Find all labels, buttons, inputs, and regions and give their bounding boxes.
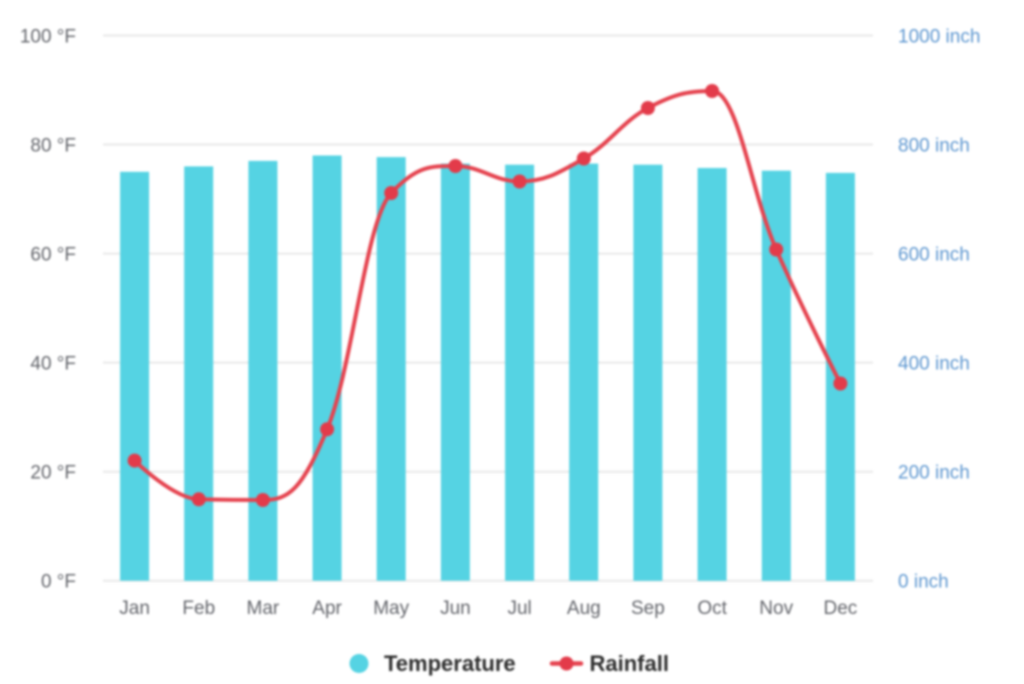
- svg-text:Aug: Aug: [567, 598, 601, 619]
- svg-text:Temperature: Temperature: [384, 651, 516, 676]
- svg-text:40 °F: 40 °F: [30, 354, 76, 375]
- svg-text:400 inch: 400 inch: [898, 354, 970, 375]
- svg-text:80 °F: 80 °F: [30, 136, 76, 157]
- svg-text:Mar: Mar: [247, 598, 280, 619]
- svg-text:Feb: Feb: [182, 598, 215, 619]
- svg-text:800 inch: 800 inch: [898, 136, 970, 157]
- svg-text:Sep: Sep: [631, 598, 665, 619]
- svg-text:Jan: Jan: [119, 598, 150, 619]
- svg-text:1000 inch: 1000 inch: [898, 27, 980, 48]
- svg-text:Apr: Apr: [312, 598, 342, 619]
- svg-text:Dec: Dec: [824, 598, 858, 619]
- svg-text:600 inch: 600 inch: [898, 245, 970, 266]
- svg-text:Jun: Jun: [440, 598, 471, 619]
- svg-text:100 °F: 100 °F: [20, 27, 76, 48]
- svg-text:Nov: Nov: [759, 598, 793, 619]
- svg-text:60 °F: 60 °F: [30, 245, 76, 266]
- svg-text:0 °F: 0 °F: [41, 572, 76, 593]
- svg-text:Jul: Jul: [507, 598, 531, 619]
- svg-text:Oct: Oct: [697, 598, 727, 619]
- svg-text:0 inch: 0 inch: [898, 572, 949, 593]
- svg-text:Rainfall: Rainfall: [590, 651, 669, 676]
- svg-text:20 °F: 20 °F: [30, 463, 76, 484]
- svg-text:200 inch: 200 inch: [898, 463, 970, 484]
- svg-text:May: May: [373, 598, 409, 619]
